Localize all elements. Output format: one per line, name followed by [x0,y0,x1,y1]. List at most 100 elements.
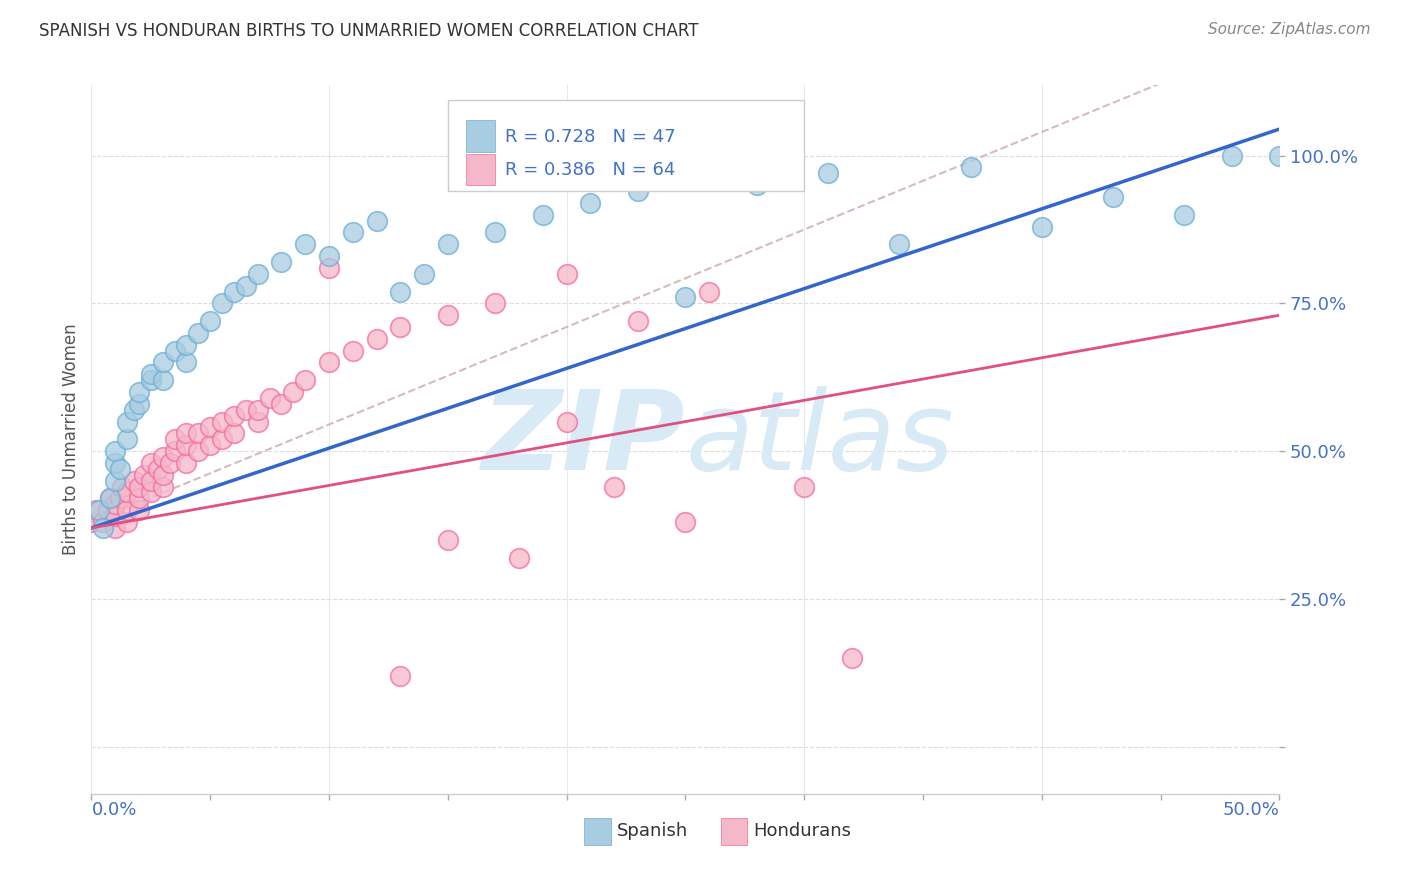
Point [270,397,292,411]
Point [211,415,233,429]
Point [555,415,578,429]
Point [1220,149,1243,163]
Point [176,338,198,352]
Point [115,415,138,429]
Bar [465,153,495,186]
Point [152,450,174,464]
Point [389,285,412,299]
Point [91,515,114,529]
Point [817,166,839,180]
Point [152,467,174,482]
Point [283,385,305,400]
Point [318,260,340,275]
Point [1173,208,1195,222]
Point [139,456,162,470]
Point [122,474,145,488]
Point [211,433,233,447]
Point [84,503,107,517]
Text: 50.0%: 50.0% [1223,801,1279,819]
Point [187,444,209,458]
Point [104,474,127,488]
Point [246,402,269,417]
Point [342,343,364,358]
Point [176,426,198,441]
Point [132,467,155,482]
Point [139,373,162,387]
Point [366,332,388,346]
Point [318,355,340,369]
Bar [721,818,747,845]
Point [793,480,815,494]
Point [342,226,364,240]
Point [366,213,388,227]
Point [270,255,292,269]
Point [235,402,257,417]
Point [484,296,506,310]
Point [200,314,222,328]
Point [115,503,138,517]
Point [1268,149,1291,163]
Point [531,208,554,222]
Point [104,456,127,470]
Point [152,355,174,369]
Point [413,267,436,281]
Bar [585,818,610,845]
Text: Source: ZipAtlas.com: Source: ZipAtlas.com [1208,22,1371,37]
Text: ZIP: ZIP [482,386,685,492]
Point [627,314,650,328]
Point [294,237,316,252]
Point [163,444,186,458]
Point [128,491,150,506]
Point [163,343,186,358]
Point [200,420,222,434]
Point [579,196,602,211]
Point [176,355,198,369]
Point [122,402,145,417]
Point [80,515,103,529]
Point [152,373,174,387]
Point [176,438,198,452]
Point [104,509,127,524]
Point [87,503,110,517]
Text: SPANISH VS HONDURAN BIRTHS TO UNMARRIED WOMEN CORRELATION CHART: SPANISH VS HONDURAN BIRTHS TO UNMARRIED … [39,22,699,40]
FancyBboxPatch shape [447,100,804,191]
Point [318,249,340,263]
Point [104,521,127,535]
Point [115,515,138,529]
Point [187,326,209,340]
Point [222,426,245,441]
Point [889,237,911,252]
Point [115,433,138,447]
Point [152,480,174,494]
Point [146,462,169,476]
Point [1102,190,1125,204]
Point [139,368,162,382]
Point [389,320,412,334]
Point [128,397,150,411]
Point [745,178,768,193]
Text: atlas: atlas [685,386,955,492]
Point [159,456,181,470]
Point [436,237,458,252]
Point [294,373,316,387]
Point [673,515,696,529]
Point [959,161,981,175]
Point [603,480,626,494]
Point [104,444,127,458]
Point [115,485,138,500]
Text: 0.0%: 0.0% [91,801,136,819]
Point [508,550,530,565]
Y-axis label: Births to Unmarried Women: Births to Unmarried Women [62,324,80,555]
Bar [465,120,495,153]
Point [259,391,281,405]
Point [627,184,650,198]
Point [436,308,458,322]
Point [100,491,122,506]
Point [673,291,696,305]
Point [555,267,578,281]
Point [108,462,131,476]
Point [484,226,506,240]
Point [91,521,114,535]
Point [111,480,134,494]
Point [187,426,209,441]
